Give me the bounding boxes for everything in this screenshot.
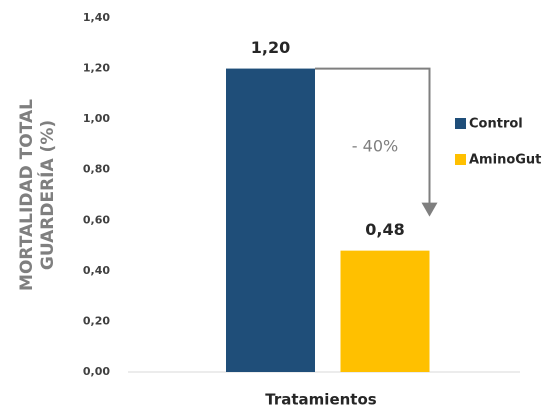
y-tick-label: 1,00 xyxy=(83,112,110,125)
y-tick-label: 0,20 xyxy=(83,314,110,327)
arrow xyxy=(315,67,431,205)
legend-label: Control xyxy=(469,117,523,132)
y-axis-title-line: GUARDERÍA (%) xyxy=(36,120,58,270)
legend-swatch xyxy=(455,118,466,129)
legend-label: AminoGut xyxy=(469,153,541,168)
y-tick-label: 0,80 xyxy=(83,163,110,176)
y-axis-title-line: MORTALIDAD TOTAL xyxy=(17,99,37,291)
y-tick-label: 1,20 xyxy=(83,62,110,75)
arrow-head xyxy=(421,202,438,217)
bar xyxy=(226,68,315,373)
y-axis-title: MORTALIDAD TOTAL GUARDERÍA (%) xyxy=(17,99,58,291)
bar xyxy=(340,250,430,372)
data-label: 1,20 xyxy=(251,38,290,57)
y-tick-label: 1,40 xyxy=(83,11,110,24)
x-tick-label: Tratamientos xyxy=(265,391,376,409)
data-label: 0,48 xyxy=(365,220,404,239)
y-tick-label: 0,40 xyxy=(83,264,110,277)
y-tick-label: 0,00 xyxy=(83,365,110,378)
legend-swatch xyxy=(455,154,466,165)
y-tick-label: 0,60 xyxy=(83,213,110,226)
annotation: - 40% xyxy=(352,137,398,156)
